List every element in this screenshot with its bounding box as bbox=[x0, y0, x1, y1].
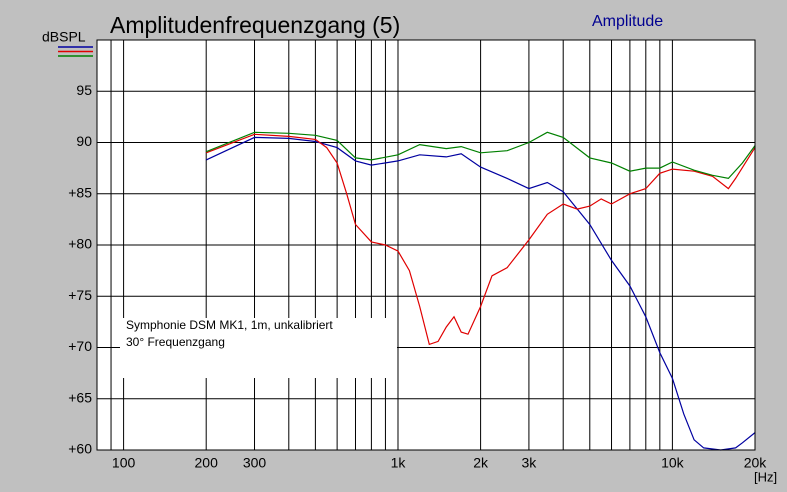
x-tick-label: 3k bbox=[522, 455, 538, 471]
x-axis-label: [Hz] bbox=[754, 469, 777, 484]
y-tick-label: +70 bbox=[68, 338, 92, 354]
annotation-box bbox=[120, 318, 397, 378]
series-line bbox=[205, 131, 756, 180]
y-tick-label: +85 bbox=[68, 184, 92, 200]
chart-title: Amplitudenfrequenzgang (5) bbox=[110, 12, 400, 38]
y-tick-label: +75 bbox=[68, 287, 92, 303]
x-tick-label: 10k bbox=[661, 455, 685, 471]
y-tick-label: +80 bbox=[68, 236, 92, 252]
x-tick-label: 1k bbox=[391, 455, 407, 471]
x-tick-label: 300 bbox=[243, 455, 267, 471]
y-tick-label: 90 bbox=[76, 133, 92, 149]
series-line bbox=[205, 136, 756, 451]
x-tick-label: 2k bbox=[473, 455, 489, 471]
chart-subtitle: Amplitude bbox=[592, 13, 663, 30]
y-tick-label: +65 bbox=[68, 389, 92, 405]
x-tick-label: 20k bbox=[744, 455, 768, 471]
y-axis-label: dBSPL bbox=[42, 29, 86, 45]
x-tick-label: 100 bbox=[112, 455, 136, 471]
x-tick-label: 200 bbox=[195, 455, 219, 471]
annotation: Symphonie DSM MK1, 1m, unkalibriert bbox=[126, 318, 333, 332]
annotation: 30° Frequenzgang bbox=[126, 335, 225, 349]
series-line bbox=[205, 133, 756, 346]
y-tick-label: 95 bbox=[76, 82, 92, 98]
plot-frame bbox=[96, 39, 756, 451]
y-tick-label: +60 bbox=[68, 441, 92, 457]
